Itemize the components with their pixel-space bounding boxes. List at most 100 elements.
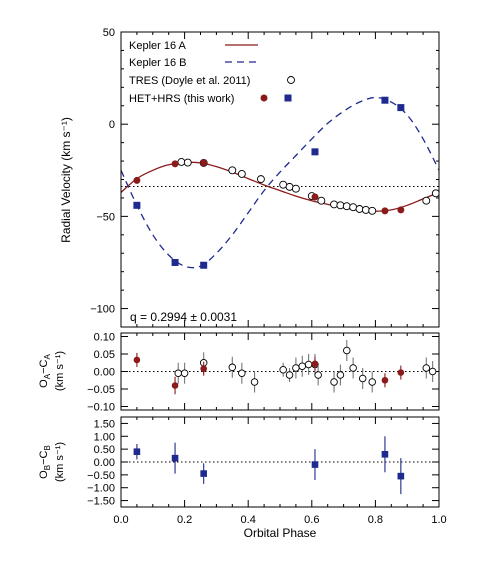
residual-b-het-points xyxy=(133,436,405,495)
tres-a-point xyxy=(368,206,377,215)
tres-a-point xyxy=(228,166,237,175)
het-a-point xyxy=(397,206,405,214)
tres-a-point xyxy=(342,202,351,211)
residual-a-tres-point xyxy=(336,371,345,379)
residual-a-y-tick-label: 0.05 xyxy=(94,349,115,361)
tres-a-point xyxy=(361,205,370,214)
x-tick-label: 0.0 xyxy=(113,514,128,526)
residual-a-label-sub2: A xyxy=(43,354,52,360)
residual-b-y-tick-label: −0.50 xyxy=(87,470,115,482)
residual-a-het-point xyxy=(133,356,141,364)
het-a-point xyxy=(133,176,141,184)
residual-a-het-point xyxy=(171,382,179,389)
main-y-tick-labels: −100 −50 0 50 xyxy=(90,27,115,316)
residual-a-het-point xyxy=(381,376,389,384)
residual-b-y-tick-label: 0.50 xyxy=(94,444,115,456)
residual-b-y-tick-label: −1.50 xyxy=(87,496,115,508)
svg-text:OA−CA: OA−CA xyxy=(38,354,52,388)
residual-a-tres-point xyxy=(330,378,338,386)
residual-b-het-point xyxy=(381,450,389,458)
main-frame xyxy=(120,31,440,328)
legend: Kepler 16 A Kepler 16 B TRES (Doyle et a… xyxy=(129,40,295,105)
main-y-tick-label: 50 xyxy=(103,27,115,39)
residual-b-y-tick-label: 1.50 xyxy=(94,418,115,430)
residual-b-panel: −1.50−1.00−0.500.000.501.001.50 0.0 0.2 0.… xyxy=(38,416,447,540)
tres-a-point xyxy=(285,182,294,191)
residual-a-tres-point xyxy=(343,346,351,355)
het-a-points xyxy=(133,159,405,215)
residual-a-het-point xyxy=(311,360,319,368)
kepler-16b-model-curve xyxy=(121,96,439,269)
residual-b-ticks xyxy=(120,417,440,507)
main-y-tick-label: −50 xyxy=(96,211,115,223)
tres-a-point xyxy=(183,158,192,167)
tres-a-point xyxy=(256,175,265,184)
tres-a-point xyxy=(336,201,345,210)
residual-a-het-point xyxy=(397,369,405,376)
tres-a-point xyxy=(431,189,439,198)
residual-a-tres-point xyxy=(349,364,357,372)
residual-a-tres-point xyxy=(314,371,322,379)
main-y-tick-label: −100 xyxy=(90,304,115,316)
het-b-point xyxy=(200,261,208,269)
residual-a-het-point xyxy=(200,365,207,373)
het-b-point xyxy=(397,104,405,112)
residual-a-tres-point xyxy=(279,366,287,374)
residual-a-label-sub1: A xyxy=(43,373,52,379)
legend-tres-marker xyxy=(287,76,295,84)
residual-a-tres-point xyxy=(298,362,307,371)
residual-a-label-mid: −C xyxy=(38,359,50,373)
het-b-point xyxy=(133,201,141,209)
residual-a-tres-point xyxy=(228,363,237,372)
het-b-point xyxy=(381,96,389,104)
legend-het-label: HET+HRS (this work) xyxy=(129,93,234,105)
residual-b-y-tick-label: 0.00 xyxy=(94,457,115,469)
residual-b-het-point xyxy=(311,461,319,468)
main-y-tick-label: 0 xyxy=(109,119,115,131)
het-a-point xyxy=(381,207,389,215)
residual-b-label-mid: −C xyxy=(38,450,50,464)
residual-b-frame xyxy=(120,416,440,508)
residual-a-y-tick-label: −0.05 xyxy=(87,384,115,396)
residual-b-y-tick-labels: −1.50−1.00−0.500.000.501.001.50 xyxy=(87,418,115,507)
residual-b-het-point xyxy=(133,448,141,456)
mass-ratio-annotation: q = 0.2994 ± 0.0031 xyxy=(130,310,237,324)
x-tick-label: 0.6 xyxy=(304,514,319,526)
residual-a-tres-point xyxy=(358,374,367,383)
legend-het-a-marker xyxy=(260,94,268,102)
het-a-point xyxy=(311,193,319,201)
x-tick-labels: 0.0 0.2 0.4 0.6 0.8 1.0 xyxy=(113,514,446,526)
residual-b-y-tick-label: 1.00 xyxy=(94,431,115,443)
legend-kepler16b-label: Kepler 16 B xyxy=(129,57,186,69)
residual-b-het-point xyxy=(200,470,207,477)
residual-a-y-tick-label: −0.10 xyxy=(87,402,115,414)
het-a-point xyxy=(200,159,208,167)
residual-a-tres-point xyxy=(285,371,294,379)
residual-a-units: (km s⁻¹) xyxy=(54,351,66,391)
main-rv-panel: −100 −50 0 50 Kepler 16 A Kepler 16 B TRES … xyxy=(59,27,440,328)
residual-a-tres-point xyxy=(428,367,437,376)
residual-b-het-point xyxy=(171,454,179,462)
residual-a-tres-point xyxy=(238,369,246,378)
tres-a-point xyxy=(291,184,300,193)
residual-a-y-tick-labels: −0.10 −0.05 0.00 0.05 0.10 xyxy=(87,332,115,414)
residual-a-tres-points xyxy=(174,340,437,393)
residual-a-y-label: OA−CA (km s⁻¹) xyxy=(38,351,66,391)
residual-a-tres-point xyxy=(250,378,259,386)
residual-a-tres-point xyxy=(422,364,431,372)
het-b-points xyxy=(133,96,405,269)
residual-a-frame xyxy=(120,332,440,411)
tres-a-point xyxy=(237,170,246,178)
residual-a-tres-point xyxy=(292,364,300,372)
residual-b-y-label: OB−CB (km s⁻¹) xyxy=(38,442,66,482)
legend-kepler16a-label: Kepler 16 A xyxy=(129,40,187,52)
residual-a-tres-point xyxy=(180,369,189,378)
tres-a-point xyxy=(317,196,326,205)
residual-a-tres-point xyxy=(368,378,376,386)
x-tick-label: 1.0 xyxy=(431,514,446,526)
x-tick-label: 0.8 xyxy=(368,514,383,526)
het-a-point xyxy=(171,160,179,168)
het-b-point xyxy=(311,148,319,156)
x-tick-label: 0.4 xyxy=(241,514,256,526)
